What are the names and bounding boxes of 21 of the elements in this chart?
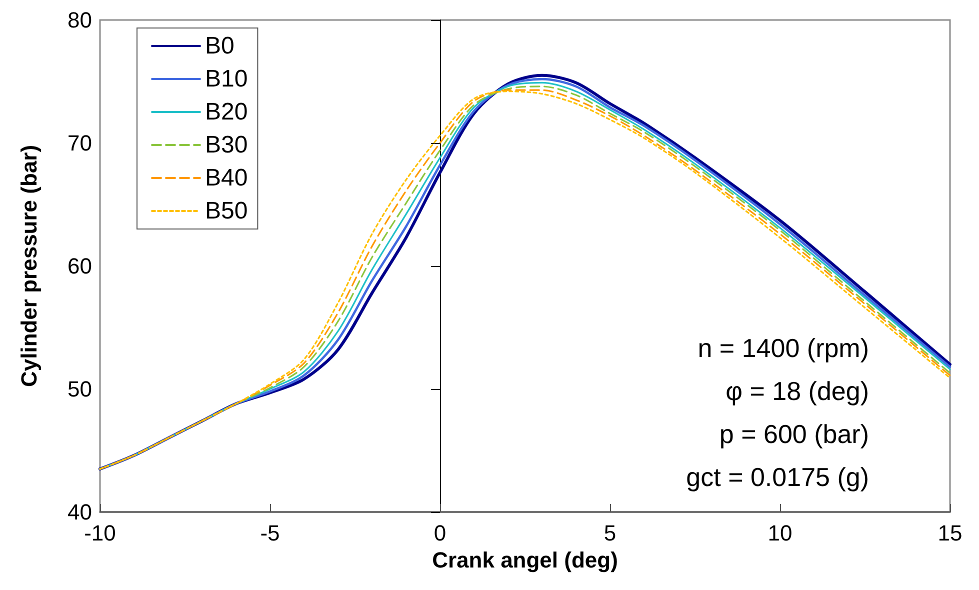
annotation: n = 1400 (rpm) xyxy=(698,333,870,363)
legend-label: B30 xyxy=(205,132,248,158)
x-tick-label: 5 xyxy=(604,520,616,546)
legend-label: B20 xyxy=(205,98,248,126)
annotation: φ = 18 (deg) xyxy=(726,376,870,406)
x-axis-title: Crank angel (deg) xyxy=(432,547,618,572)
x-tick-label: -5 xyxy=(260,520,280,546)
y-tick-label: 70 xyxy=(68,130,92,156)
legend-label: B0 xyxy=(205,32,234,60)
x-tick-label: 10 xyxy=(768,520,792,546)
legend-label: B10 xyxy=(205,66,248,92)
annotation: p = 600 (bar) xyxy=(719,419,870,449)
annotation: gct = 0.0175 (g) xyxy=(686,462,870,492)
x-tick-label: 15 xyxy=(938,520,962,546)
y-tick-label: 80 xyxy=(68,8,92,32)
y-tick-label: 50 xyxy=(68,376,92,402)
legend-label: B40 xyxy=(205,164,248,192)
y-tick-label: 60 xyxy=(68,254,92,278)
y-axis-title: Cylinder pressure (bar) xyxy=(16,144,42,388)
x-tick-label: 0 xyxy=(434,520,446,546)
legend-label: B50 xyxy=(205,198,248,224)
